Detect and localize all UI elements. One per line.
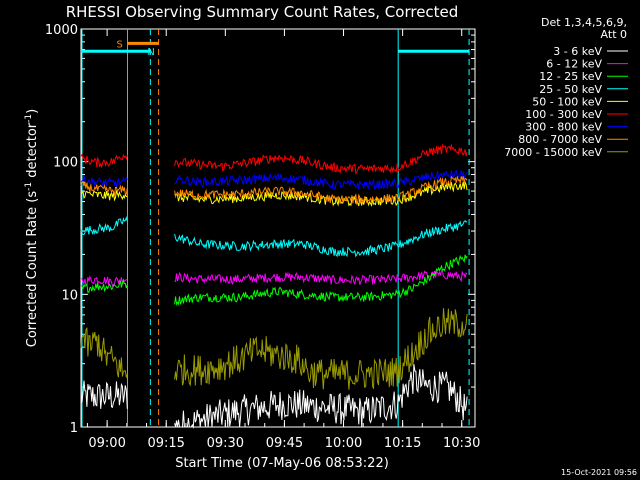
legend-label-2: 12 - 25 keV: [539, 70, 602, 83]
series-line-0-0: [80, 380, 128, 409]
legend-label-7: 800 - 7000 keV: [518, 133, 602, 146]
x-tick-label-3: 09:45: [266, 436, 303, 451]
series-line-0-1: [174, 364, 468, 429]
series-line-6-1: [174, 169, 468, 191]
data-series: [80, 143, 468, 429]
series-line-7-1: [174, 175, 468, 206]
legend-label-6: 300 - 800 keV: [525, 121, 602, 134]
x-tick-label-1: 09:15: [147, 436, 184, 451]
x-tick-label-5: 10:15: [384, 436, 421, 451]
series-line-2-0: [80, 278, 128, 293]
x-tick-label-0: 09:00: [88, 436, 125, 451]
series-line-4-0: [80, 189, 128, 202]
series-line-1-1: [174, 269, 468, 286]
flag-bars: SN: [81, 39, 470, 58]
series-line-5-0: [80, 153, 128, 169]
y-axis-label-end: ): [25, 109, 40, 114]
legend-label-5: 100 - 300 keV: [525, 108, 602, 121]
series-line-8-0: [80, 327, 128, 379]
series-line-3-0: [80, 215, 128, 236]
series-line-8-1: [174, 308, 468, 390]
y-tick-label-3: 1000: [45, 23, 78, 38]
vertical-markers: [81, 29, 470, 427]
date-stamp: 15-Oct-2021 09:56: [561, 468, 637, 477]
x-tick-label-6: 10:30: [443, 436, 480, 451]
series-line-3-1: [174, 219, 468, 258]
y-tick-label-2: 100: [53, 156, 78, 171]
legend-label-0: 3 - 6 keV: [553, 45, 602, 58]
chart-title: RHESSI Observing Summary Count Rates, Co…: [66, 3, 459, 21]
y-axis-label-main: Corrected Count Rate (s: [25, 191, 40, 348]
y-axis-label-exp1: -1: [24, 182, 34, 191]
flag-label-0: S: [116, 39, 122, 50]
flag-label-1: N: [147, 47, 154, 58]
series-line-6-0: [80, 175, 128, 187]
legend-label-3: 25 - 50 keV: [539, 83, 602, 96]
y-axis-label: Corrected Count Rate (s-1 detector-1): [24, 109, 40, 347]
x-axis-label: Start Time (07-May-06 08:53:22): [175, 456, 389, 471]
y-tick-label-1: 10: [61, 288, 78, 303]
series-line-2-1: [174, 254, 468, 306]
legend-header-line2: Att 0: [601, 28, 627, 41]
y-axis-label-exp2: -1: [24, 114, 34, 123]
legend-label-8: 7000 - 15000 keV: [504, 146, 602, 159]
legend-label-4: 50 - 100 keV: [532, 95, 602, 108]
x-tick-label-4: 10:00: [325, 436, 362, 451]
axis-ticks: 09:00 09:15 09:30 09:45 10:00 10:15 10:30 1 10 10…: [45, 23, 481, 451]
plot-frame: [80, 28, 476, 428]
y-axis-label-mid: detector: [25, 122, 40, 182]
legend-header-line1: Det 1,3,4,5,6,9,: [541, 16, 627, 29]
legend-label-1: 6 - 12 keV: [546, 58, 602, 71]
x-tick-label-2: 09:30: [207, 436, 244, 451]
y-tick-label-0: 1: [70, 421, 78, 436]
series-line-5-1: [174, 143, 468, 175]
series-line-1-0: [81, 275, 128, 288]
series-line-7-0: [80, 181, 128, 196]
